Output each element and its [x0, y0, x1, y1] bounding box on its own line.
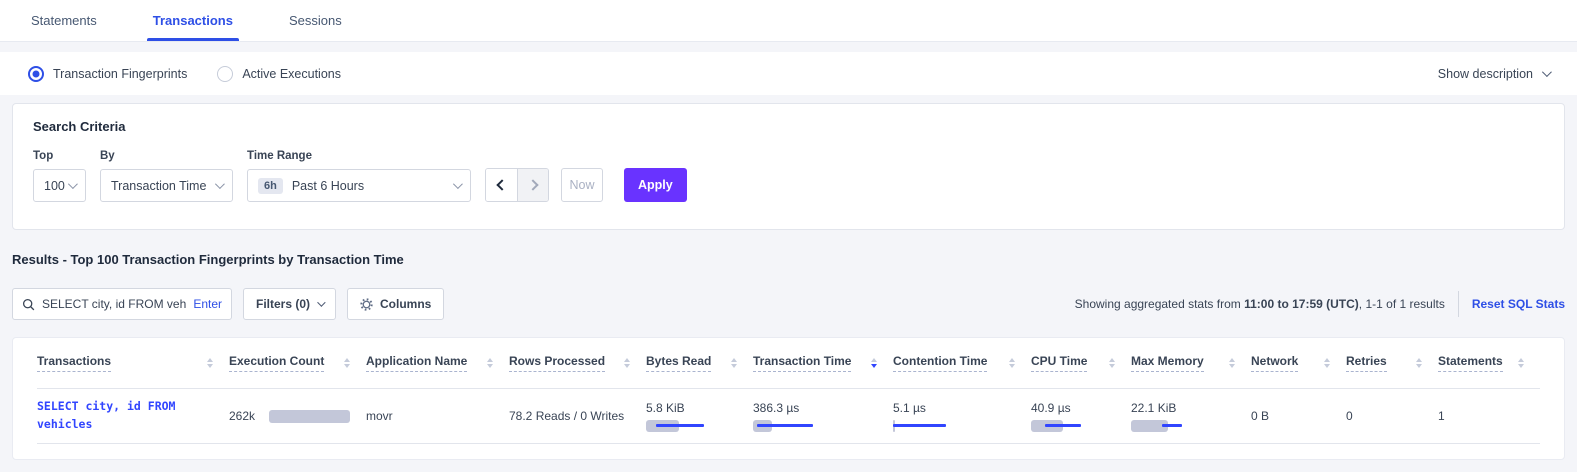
by-select[interactable]: Transaction Time: [100, 169, 233, 202]
contention-time-bar: [893, 419, 955, 432]
time-range-label: Time Range: [247, 150, 312, 162]
sort-icon: [1324, 357, 1330, 369]
time-prev-button[interactable]: [486, 169, 517, 201]
stats-time-range: 11:00 to 17:59 (UTC): [1244, 297, 1359, 311]
tab-transactions[interactable]: Transactions: [146, 0, 240, 41]
sql-search-input[interactable]: [42, 297, 187, 311]
cell-transactions: SELECT city, id FROM vehicles: [37, 398, 229, 434]
cell-bytes-read: 5.8 KiB: [646, 401, 753, 432]
sort-icon: [207, 357, 213, 369]
column-header-max-memory[interactable]: Max Memory: [1131, 354, 1251, 372]
results-table: Transactions Execution Count Application…: [12, 337, 1565, 460]
column-header-retries[interactable]: Retries: [1346, 354, 1438, 372]
cell-max-memory: 22.1 KiB: [1131, 401, 1251, 432]
bytes-read-bar: [646, 419, 710, 432]
column-header-network[interactable]: Network: [1251, 354, 1346, 372]
filters-label: Filters (0): [256, 297, 311, 311]
column-header-contention-time[interactable]: Contention Time: [893, 354, 1031, 372]
column-header-execution-count[interactable]: Execution Count: [229, 354, 366, 372]
chevron-down-icon: [1541, 67, 1552, 78]
table-row: SELECT city, id FROM vehicles 262k movr …: [37, 389, 1540, 444]
filters-button[interactable]: Filters (0): [243, 288, 337, 320]
sort-icon: [624, 357, 630, 369]
search-criteria-card: Search Criteria Top 100 By Transaction T…: [12, 103, 1565, 230]
chevron-down-icon: [67, 179, 78, 190]
show-description-label: Show description: [1437, 66, 1533, 81]
cell-transaction-time: 386.3 µs: [753, 401, 893, 432]
cpu-time-bar: [1031, 419, 1089, 432]
by-label: By: [100, 150, 115, 162]
cell-cpu-time: 40.9 µs: [1031, 401, 1131, 432]
sort-icon: [1229, 357, 1235, 369]
chevron-right-icon: [527, 179, 539, 191]
transaction-time-bar: [753, 419, 841, 432]
sort-icon: [344, 357, 350, 369]
chevron-down-icon: [317, 298, 326, 307]
radio-label: Active Executions: [242, 66, 341, 81]
cell-rows-processed: 78.2 Reads / 0 Writes: [509, 409, 625, 423]
aggregated-stats-note: Showing aggregated stats from 11:00 to 1…: [1074, 297, 1445, 311]
cell-execution-count: 262k: [229, 409, 366, 423]
cell-statements: 1: [1438, 409, 1445, 423]
max-memory-bar: [1131, 419, 1195, 432]
top-select[interactable]: 100: [33, 169, 86, 202]
cell-retries: 0: [1346, 409, 1353, 423]
gear-icon: [360, 297, 373, 311]
chevron-down-icon: [214, 179, 225, 190]
column-header-transaction-time[interactable]: Transaction Time: [753, 354, 893, 372]
sort-icon: [731, 357, 737, 369]
column-header-cpu-time[interactable]: CPU Time: [1031, 354, 1131, 372]
divider: [1457, 291, 1459, 317]
sort-icon: [1109, 357, 1115, 369]
column-header-rows-processed[interactable]: Rows Processed: [509, 354, 646, 372]
show-description-toggle[interactable]: Show description: [1437, 66, 1552, 81]
search-criteria-title: Search Criteria: [33, 119, 126, 134]
column-header-bytes-read[interactable]: Bytes Read: [646, 354, 753, 372]
radio-active-executions[interactable]: Active Executions: [217, 65, 341, 82]
sort-icon: [1416, 357, 1422, 369]
cell-application-name: movr: [366, 409, 393, 423]
execution-count-bar: [269, 409, 350, 423]
time-step-group: [485, 168, 549, 202]
now-button[interactable]: Now: [561, 168, 603, 202]
time-next-button[interactable]: [517, 169, 548, 201]
reset-sql-stats-link[interactable]: Reset SQL Stats: [1471, 297, 1565, 311]
apply-button[interactable]: Apply: [624, 168, 687, 202]
view-toggle-bar: Transaction Fingerprints Active Executio…: [0, 52, 1577, 95]
columns-label: Columns: [380, 297, 432, 311]
chevron-down-icon: [452, 179, 463, 190]
radio-unselected-icon: [217, 65, 234, 82]
sort-icon: [1009, 357, 1015, 369]
column-header-application-name[interactable]: Application Name: [366, 354, 509, 372]
columns-button[interactable]: Columns: [347, 288, 445, 320]
results-heading: Results - Top 100 Transaction Fingerprin…: [12, 252, 404, 267]
by-select-value: Transaction Time: [111, 178, 207, 193]
table-header-row: Transactions Execution Count Application…: [37, 338, 1540, 389]
time-range-badge: 6h: [258, 177, 283, 194]
search-icon: [22, 298, 35, 310]
sort-icon: [487, 357, 493, 369]
chevron-left-icon: [495, 179, 508, 191]
sort-icon-active: [871, 357, 877, 369]
column-header-transactions[interactable]: Transactions: [37, 354, 229, 372]
sort-icon: [1518, 357, 1524, 369]
tab-sessions[interactable]: Sessions: [288, 13, 342, 28]
cell-network: 0 B: [1251, 409, 1270, 423]
time-range-value: Past 6 Hours: [291, 178, 365, 193]
column-header-statements[interactable]: Statements: [1438, 354, 1540, 372]
radio-selected-icon: [28, 65, 44, 82]
top-label: Top: [33, 150, 54, 162]
tab-statements[interactable]: Statements: [31, 13, 97, 28]
top-select-value: 100: [44, 178, 65, 193]
radio-label: Transaction Fingerprints: [53, 66, 188, 81]
cell-contention-time: 5.1 µs: [893, 401, 1031, 432]
time-range-select[interactable]: 6h Past 6 Hours: [247, 169, 471, 202]
results-toolbar: Enter Filters (0) Columns Showing aggreg…: [12, 288, 1565, 320]
sql-search-box[interactable]: Enter: [12, 288, 232, 320]
enter-hint: Enter: [193, 297, 222, 311]
radio-transaction-fingerprints[interactable]: Transaction Fingerprints: [28, 65, 188, 82]
transaction-fingerprint-link[interactable]: SELECT city, id FROM vehicles: [37, 399, 176, 431]
page-tabs: Statements Transactions Sessions: [0, 0, 1577, 42]
